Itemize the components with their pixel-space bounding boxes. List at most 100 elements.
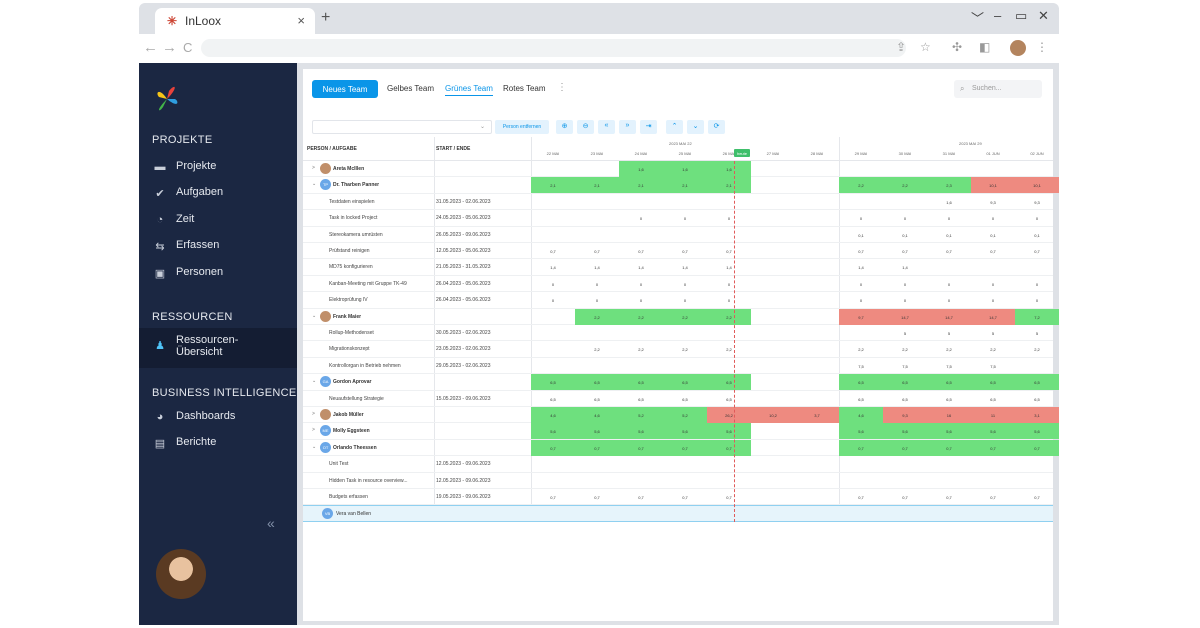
workload-cell[interactable]: 1,4 <box>594 265 600 271</box>
workload-cell[interactable]: 14,7 <box>883 308 927 325</box>
workload-cell[interactable]: 9,3 <box>990 199 996 205</box>
task-row[interactable]: MD75 konfigurieren 21.05.2023 - 31.05.202… <box>303 259 1053 276</box>
workload-cell[interactable]: 0,7 <box>638 495 644 500</box>
person-row[interactable]: ⌄ TP Dr. Tharben Panner 2,1 2,1 2,1 2,1 2,1 2,2 2… <box>303 177 1059 194</box>
workload-cell[interactable]: 2,2 <box>883 177 927 194</box>
back-icon[interactable]: ← <box>143 39 158 56</box>
workload-cell[interactable]: 0,7 <box>682 495 688 500</box>
workload-cell[interactable]: 0,7 <box>1034 249 1040 254</box>
workload-cell[interactable]: 5,6 <box>663 423 707 440</box>
workload-cell[interactable]: 7,5 <box>902 363 908 369</box>
workload-cell[interactable]: 1,6 <box>946 199 952 205</box>
workload-cell[interactable]: 1,4 <box>726 265 732 271</box>
workload-cell[interactable]: 2,2 <box>726 347 732 353</box>
workload-cell[interactable]: 10,1 <box>971 177 1015 194</box>
sidebar-item-aufgaben[interactable]: ✔ Aufgaben <box>139 183 297 205</box>
workload-cell[interactable]: 0,7 <box>971 439 1015 456</box>
workload-cell[interactable]: 1,6 <box>663 161 707 177</box>
workload-cell[interactable]: 6,5 <box>594 396 600 402</box>
sidebar-item-ressourcen-uebersicht[interactable]: ♟ Ressourcen- Übersicht <box>139 328 297 368</box>
workload-cell[interactable]: 0 <box>727 216 731 222</box>
task-row[interactable]: Unit Test 12.05.2023 - 09.06.2023 <box>303 456 1053 473</box>
workload-cell[interactable]: 5,6 <box>575 423 619 440</box>
workload-cell[interactable]: 0 <box>551 281 555 287</box>
workload-cell[interactable]: 0,7 <box>1034 495 1040 500</box>
workload-cell[interactable]: 6,5 <box>726 396 732 402</box>
workload-cell[interactable]: 0 <box>859 298 863 304</box>
workload-cell[interactable]: 0 <box>595 298 599 304</box>
remove-person-button[interactable]: Person entfernen <box>495 120 549 134</box>
workload-cell[interactable]: 0,7 <box>902 249 908 254</box>
workload-cell[interactable]: 0,7 <box>990 495 996 500</box>
workload-cell[interactable]: 0,1 <box>946 232 952 238</box>
workload-cell[interactable]: 0,7 <box>619 439 663 456</box>
workload-cell[interactable]: 5 <box>991 331 995 336</box>
workload-cell[interactable]: 0,7 <box>663 439 707 456</box>
workload-cell[interactable]: 6,5 <box>946 396 952 402</box>
profile-avatar[interactable] <box>1010 40 1026 56</box>
workload-cell[interactable]: 5,6 <box>927 423 971 440</box>
expand-all-icon[interactable]: ⌄ <box>687 120 704 134</box>
prev-far-icon[interactable]: « <box>598 120 615 134</box>
person-row[interactable]: ⌄ GA Gordon Aprovar 6,5 6,5 6,5 6,5 6,5 6,5 6,5 6,… <box>303 374 1059 391</box>
workload-cell[interactable]: 2,2 <box>858 347 864 353</box>
workload-cell[interactable]: 5,2 <box>663 407 707 423</box>
task-row[interactable]: Stereokamera umrüsten 26.05.2023 - 09.06.… <box>303 227 1053 243</box>
person-row[interactable]: VB Vera van Bellen <box>303 505 1053 522</box>
person-row[interactable]: > ME Molly Eggsteen 5,6 5,6 5,6 5,6 5,6 5,6 5,6 5,… <box>303 423 1059 440</box>
expand-icon[interactable]: ⌄ <box>312 312 317 319</box>
workload-cell[interactable]: 0,7 <box>990 249 996 254</box>
workload-cell[interactable]: 0 <box>903 281 907 287</box>
tab-gruenes-team[interactable]: Grünes Team <box>445 84 493 96</box>
workload-cell[interactable]: 2,2 <box>619 308 663 325</box>
expand-icon[interactable]: ⌄ <box>312 443 317 450</box>
workload-cell[interactable]: 2,1 <box>575 177 619 194</box>
restore-icon[interactable]: ▭ <box>1015 8 1028 23</box>
workload-cell[interactable]: 2,1 <box>707 177 751 194</box>
workload-cell[interactable]: 0 <box>639 298 643 304</box>
workload-cell[interactable]: 0 <box>727 281 731 287</box>
workload-cell[interactable]: 0 <box>1035 281 1039 287</box>
workload-cell[interactable]: 1,4 <box>638 265 644 271</box>
expand-icon[interactable]: ⌄ <box>312 378 317 385</box>
workload-cell[interactable]: 0,7 <box>839 439 883 456</box>
task-row[interactable]: Kanban-Meeting mit Gruppe TK-49 26.04.202… <box>303 276 1053 293</box>
person-row[interactable]: ⌄ Frank Maier 2,2 2,2 2,2 2,2 9,7 14,7 14,7 14,7 7… <box>303 308 1059 325</box>
workload-cell[interactable]: 5,6 <box>531 423 575 440</box>
workload-cell[interactable]: 0 <box>903 298 907 304</box>
tab-close-icon[interactable]: × <box>297 13 305 28</box>
workload-cell[interactable]: 10,2 <box>751 407 795 423</box>
workload-cell[interactable]: 0,1 <box>858 232 864 238</box>
workload-cell[interactable]: 6,5 <box>619 374 663 391</box>
task-row[interactable]: Budgets erfassen 19.05.2023 - 09.06.2023 0… <box>303 489 1053 506</box>
workload-cell[interactable]: 1,4 <box>858 265 864 271</box>
workload-cell[interactable]: 7,5 <box>858 363 864 369</box>
expand-icon[interactable]: ⌄ <box>312 181 317 188</box>
workload-cell[interactable]: 0 <box>947 281 951 287</box>
search-input[interactable]: ⌕ Suchen... <box>954 80 1042 98</box>
workload-cell[interactable]: 0 <box>683 216 687 222</box>
workload-cell[interactable]: 0 <box>727 298 731 304</box>
workload-cell[interactable]: 5,6 <box>839 423 883 440</box>
person-row[interactable]: > Jakob Müller 4,6 4,6 5,2 5,2 26,2 10,2 3,7 4,6 9… <box>303 407 1059 424</box>
url-input[interactable] <box>201 39 906 57</box>
sidebar-item-projekte[interactable]: ▬ Projekte <box>154 160 217 173</box>
person-select[interactable]: ⌄ <box>312 120 492 134</box>
collapse-sidebar-icon[interactable]: « <box>267 515 275 531</box>
workload-cell[interactable]: 1,4 <box>550 265 556 271</box>
workload-cell[interactable]: 0,7 <box>946 249 952 254</box>
workload-cell[interactable]: 7,5 <box>990 363 996 369</box>
collapse-all-icon[interactable]: ⌃ <box>666 120 683 134</box>
workload-cell[interactable]: 2,2 <box>902 347 908 353</box>
workload-cell[interactable]: 2,2 <box>839 177 883 194</box>
zoom-in-icon[interactable]: ⊕ <box>556 120 573 134</box>
next-far-icon[interactable]: » <box>619 120 636 134</box>
workload-cell[interactable]: 3,1 <box>1015 407 1059 423</box>
workload-cell[interactable]: 0,1 <box>902 232 908 238</box>
workload-cell[interactable]: 9,7 <box>839 308 883 325</box>
workload-cell[interactable]: 6,5 <box>550 396 556 402</box>
workload-cell[interactable]: 1,6 <box>707 161 751 177</box>
task-row[interactable]: Elektroprüfung IV 26.04.2023 - 05.06.2023… <box>303 292 1053 309</box>
workload-cell[interactable]: 0 <box>595 281 599 287</box>
workload-cell[interactable]: 0,7 <box>707 439 751 456</box>
